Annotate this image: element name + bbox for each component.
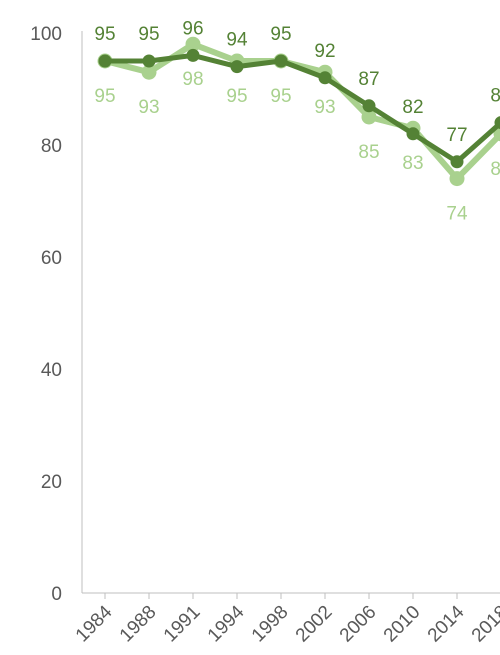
data-label: 77 bbox=[446, 125, 467, 146]
data-label: 95 bbox=[94, 24, 115, 45]
y-tick-label: 40 bbox=[41, 360, 62, 381]
data-label: 82 bbox=[490, 159, 500, 180]
data-label: 74 bbox=[446, 204, 468, 225]
data-point bbox=[361, 109, 377, 125]
y-tick-label: 20 bbox=[41, 472, 62, 493]
x-axis: 1984 1988 1991 1994 1998 2002 2006 2010 2014 2018 bbox=[72, 592, 500, 647]
y-axis: 0 20 40 60 80 100 bbox=[30, 24, 83, 605]
x-tick-label: 2006 bbox=[336, 602, 381, 647]
data-point bbox=[186, 48, 200, 62]
data-point bbox=[185, 36, 201, 52]
data-point bbox=[98, 54, 112, 68]
y-tick-label: 60 bbox=[41, 248, 62, 269]
data-point bbox=[362, 99, 376, 113]
data-point bbox=[450, 155, 464, 169]
data-label: 83 bbox=[402, 153, 423, 174]
data-point bbox=[449, 171, 465, 187]
data-label: 84 bbox=[490, 86, 500, 107]
data-point bbox=[141, 64, 157, 80]
data-label: 94 bbox=[226, 30, 248, 51]
data-label: 95 bbox=[270, 86, 291, 107]
series-line bbox=[102, 41, 500, 182]
data-label: 85 bbox=[358, 142, 379, 163]
x-tick-label: 2010 bbox=[380, 602, 425, 647]
data-label: 95 bbox=[94, 86, 115, 107]
series-line bbox=[102, 52, 500, 165]
data-label: 92 bbox=[314, 41, 335, 62]
data-label: 87 bbox=[358, 69, 379, 90]
data-label: 82 bbox=[402, 97, 423, 118]
y-tick-label: 100 bbox=[30, 24, 62, 45]
x-tick-label: 1991 bbox=[160, 602, 205, 647]
y-tick-label: 0 bbox=[51, 584, 62, 605]
data-point bbox=[230, 60, 244, 74]
data-point bbox=[142, 54, 156, 68]
data-label: 98 bbox=[182, 69, 203, 90]
data-label: 93 bbox=[138, 97, 159, 118]
x-tick-label: 1988 bbox=[116, 602, 161, 647]
y-tick-label: 80 bbox=[41, 136, 62, 157]
x-tick-label: 2018 bbox=[468, 602, 500, 647]
data-point bbox=[406, 127, 420, 141]
data-point bbox=[274, 54, 288, 68]
data-label: 95 bbox=[270, 24, 291, 45]
data-label: 95 bbox=[138, 24, 159, 45]
series-2 bbox=[98, 48, 500, 169]
data-point bbox=[318, 71, 332, 85]
x-tick-label: 1998 bbox=[248, 602, 293, 647]
data-label: 93 bbox=[314, 97, 335, 118]
series-1-labels: 95 93 98 95 95 93 85 83 74 82 bbox=[94, 69, 500, 224]
data-point bbox=[494, 116, 500, 130]
series-layer: 95 93 98 95 95 93 85 83 74 82 95 95 96 94 95 92 87 82 77 84 bbox=[94, 18, 500, 225]
x-tick-label: 2002 bbox=[292, 602, 337, 647]
x-tick-label: 1994 bbox=[204, 601, 249, 646]
x-tick-label: 2014 bbox=[424, 601, 469, 646]
data-label: 96 bbox=[182, 18, 203, 39]
data-label: 95 bbox=[226, 86, 247, 107]
series-2-labels: 95 95 96 94 95 92 87 82 77 84 bbox=[94, 18, 500, 145]
x-tick-label: 1984 bbox=[72, 601, 117, 646]
